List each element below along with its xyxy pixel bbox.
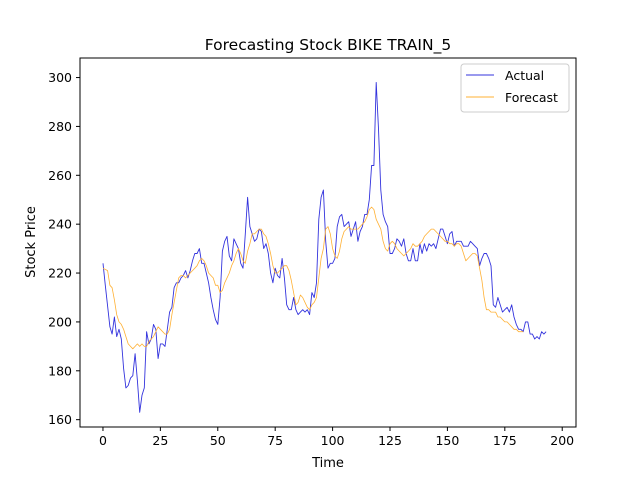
legend-label-actual: Actual [505, 68, 544, 83]
x-axis: 0 25 50 75 100 125 150 175 200 [99, 427, 574, 448]
x-tick-label: 150 [435, 433, 459, 448]
x-tick-label: 200 [550, 433, 574, 448]
x-tick-label: 125 [378, 433, 402, 448]
y-tick-label: 240 [48, 217, 72, 232]
plot-area [80, 58, 576, 427]
y-tick-label: 200 [48, 314, 72, 329]
y-tick-label: 300 [48, 70, 72, 85]
series-line-forecast [102, 206, 524, 350]
x-tick-label: 100 [321, 433, 345, 448]
y-tick-label: 160 [48, 412, 72, 427]
y-tick-label: 280 [48, 119, 72, 134]
x-tick-label: 25 [152, 433, 168, 448]
series-layer [102, 81, 547, 413]
plot-frame [79, 57, 577, 428]
series-line-actual [102, 81, 547, 413]
y-tick-label: 220 [48, 266, 72, 281]
chart-title: Forecasting Stock BIKE TRAIN_5 [205, 36, 451, 55]
legend-label-forecast: Forecast [505, 90, 558, 105]
x-tick-label: 75 [267, 433, 283, 448]
y-tick-label: 260 [48, 168, 72, 183]
legend: Actual Forecast [460, 63, 570, 113]
x-tick-label: 50 [210, 433, 226, 448]
y-tick-label: 180 [48, 363, 72, 378]
legend-box [460, 63, 570, 113]
y-axis-label: Stock Price [24, 206, 39, 278]
x-axis-label: Time [311, 456, 344, 471]
x-tick-label: 0 [99, 433, 107, 448]
y-axis: 160 180 200 220 240 260 280 300 [48, 70, 80, 427]
x-tick-label: 175 [493, 433, 517, 448]
